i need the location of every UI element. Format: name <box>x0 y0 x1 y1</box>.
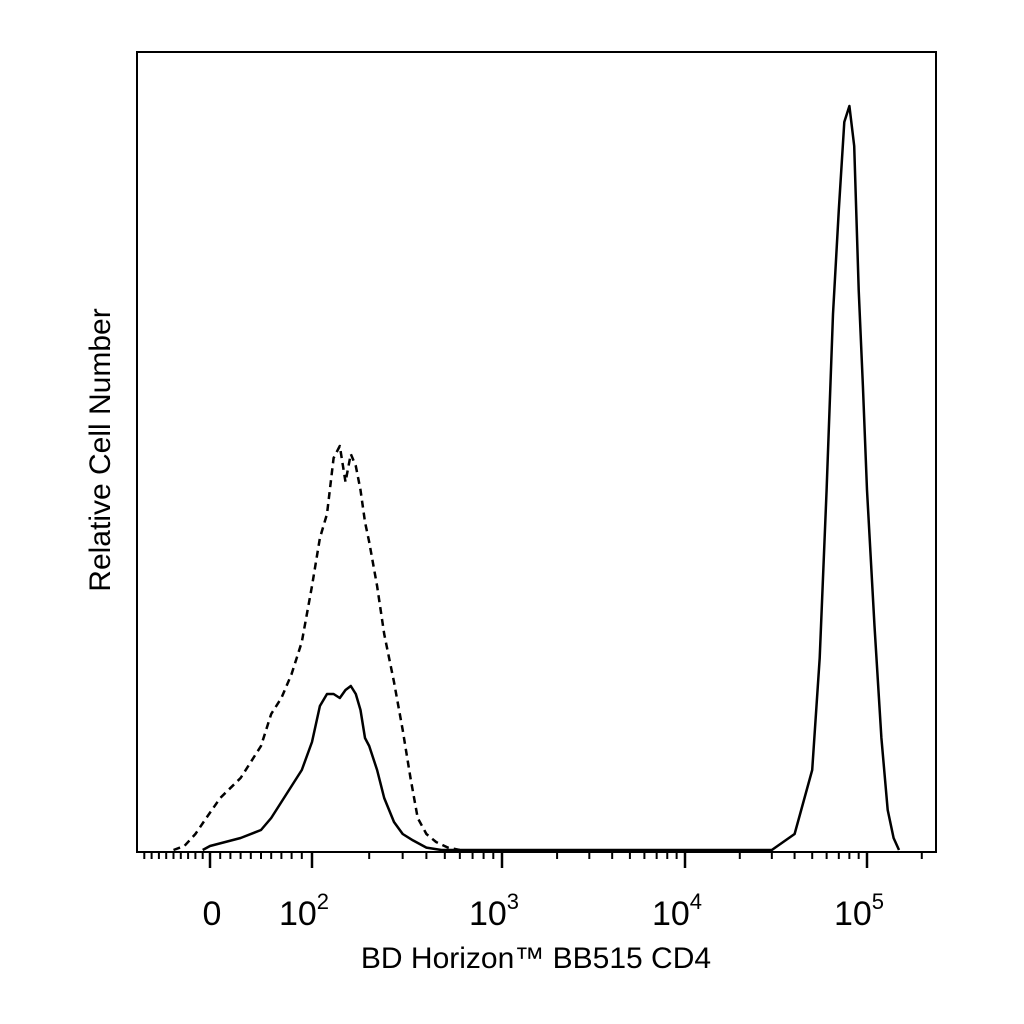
x-tick-label: 104 <box>652 889 702 933</box>
x-axis-tick-labels: 0 102 103 104 105 <box>203 889 885 933</box>
x-tick-label: 102 <box>279 889 329 933</box>
x-axis-label: BD Horizon™ BB515 CD4 <box>361 942 711 975</box>
x-axis-minor-ticks <box>143 852 923 859</box>
solid-histogram-line <box>202 104 901 852</box>
y-axis-label: Relative Cell Number <box>84 308 117 591</box>
histogram-series-layer <box>173 104 901 852</box>
x-tick-label: 0 <box>203 895 222 933</box>
x-axis-major-ticks <box>208 852 869 868</box>
x-tick-label: 103 <box>469 889 519 933</box>
plot-frame <box>136 51 937 853</box>
dashed-histogram-line <box>173 444 461 852</box>
x-tick-label: 105 <box>834 889 884 933</box>
